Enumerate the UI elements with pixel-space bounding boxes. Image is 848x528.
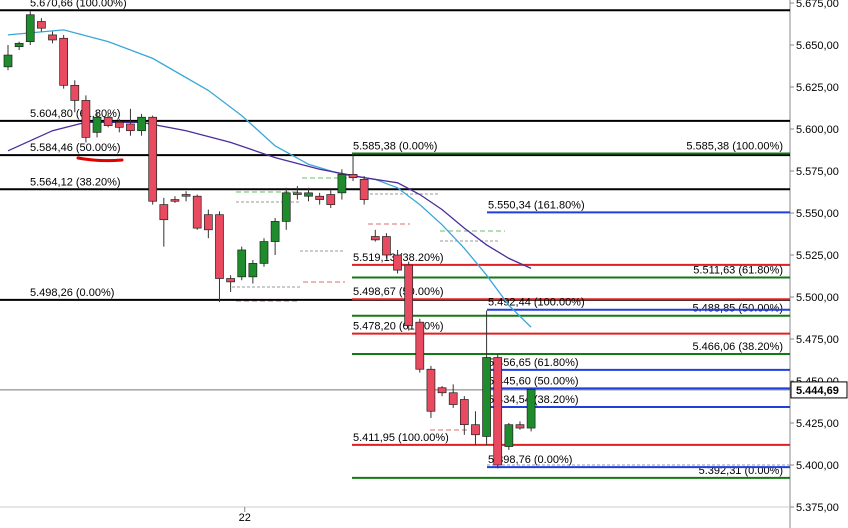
y-tick-label: 5.650,00: [796, 40, 839, 52]
candle-body: [3, 54, 13, 68]
candle-body: [326, 194, 336, 205]
candle-body: [148, 116, 158, 202]
candle-body: [515, 424, 525, 429]
candle-body: [37, 21, 46, 29]
fib-label: 5.398,76 (0.00%): [488, 454, 572, 466]
thin-dashes: [232, 193, 790, 466]
candle-body: [126, 123, 135, 132]
candle-body: [181, 194, 191, 197]
y-tick-label: 5.600,00: [796, 124, 839, 136]
fib-label: 5.411,95 (100.00%): [353, 432, 449, 444]
candle-body: [448, 392, 458, 405]
fib-label: 5.466,06 (38.20%): [692, 341, 783, 353]
fib-label: 5.585,38 (0.00%): [353, 141, 437, 153]
candle-body: [270, 221, 280, 242]
candle-body: [437, 387, 447, 394]
candle-body: [203, 214, 213, 231]
fib-label: 5.456,65 (61.80%): [488, 357, 579, 369]
candle-body: [504, 424, 514, 447]
fib-label: 5.478,20 (61.80%): [353, 321, 444, 333]
candle-body: [415, 321, 425, 370]
y-tick-label: 5.525,00: [796, 250, 839, 262]
y-tick-label: 5.550,00: [796, 208, 839, 220]
candle-body: [259, 241, 269, 264]
fib-label: 5.511,63 (61.80%): [693, 264, 783, 276]
candle-body: [159, 204, 169, 221]
y-tick-label: 5.425,00: [796, 418, 839, 430]
y-tick-label: 5.625,00: [796, 82, 839, 94]
candle-body: [237, 249, 247, 278]
candle-body: [137, 116, 146, 132]
candle-body: [70, 84, 80, 101]
last-price-label: 5.444,69: [796, 385, 839, 397]
candle-body: [25, 14, 35, 42]
candle-body: [315, 195, 324, 200]
candle-body: [359, 179, 369, 200]
candle-body: [493, 357, 503, 466]
fib-label: 5.585,38 (100.00%): [686, 141, 783, 153]
candle-body: [92, 116, 102, 133]
y-tick-label: 5.400,00: [796, 460, 839, 472]
candle-body: [348, 174, 358, 179]
candle-body: [248, 263, 258, 278]
candle-body: [14, 42, 24, 48]
fib-label: 5.445,60 (50.00%): [488, 375, 579, 387]
fib-label: 5.498,26 (0.00%): [30, 287, 114, 299]
candle-body: [382, 236, 391, 256]
candle-body: [59, 37, 69, 86]
candle-body: [426, 368, 436, 412]
last-price-box: [790, 381, 848, 399]
fib-label: 5.498,67 (50.00%): [353, 286, 444, 298]
y-tick-label: 5.475,00: [796, 334, 839, 346]
candle-body: [370, 236, 380, 241]
fib-label: 5.670,66 (100.00%): [30, 0, 127, 9]
fib-label: 5.564,12 (38.20%): [30, 176, 121, 188]
candle-body: [482, 357, 491, 437]
y-tick-label: 5.575,00: [796, 166, 839, 178]
candle-body: [471, 424, 480, 436]
candle-body: [304, 192, 313, 197]
fib-label: 5.584,46 (50.00%): [30, 142, 121, 154]
candle-body: [103, 116, 113, 126]
candle-body: [226, 278, 235, 283]
candle-body: [526, 389, 536, 429]
candle-body: [393, 254, 402, 271]
candle-body: [404, 264, 414, 326]
candle-body: [459, 399, 469, 426]
y-tick-label: 5.675,00: [796, 0, 839, 10]
fib-label: 5.550,34 (161.80%): [488, 199, 585, 211]
fib-label: 5.492,44 (100.00%): [488, 297, 585, 309]
y-tick-label: 5.375,00: [796, 502, 839, 514]
candle-body: [170, 199, 180, 202]
candle-body: [293, 192, 302, 195]
annotation-stroke: [76, 156, 124, 163]
x-tick-label: 22: [239, 512, 251, 524]
candle-body: [215, 214, 224, 279]
candle-body: [337, 174, 347, 194]
y-tick-label: 5.500,00: [796, 292, 839, 304]
candle-body: [114, 121, 124, 128]
candle-body: [281, 192, 291, 222]
candle-body: [192, 195, 202, 229]
candle-body: [81, 100, 91, 138]
candle-body: [48, 34, 57, 41]
